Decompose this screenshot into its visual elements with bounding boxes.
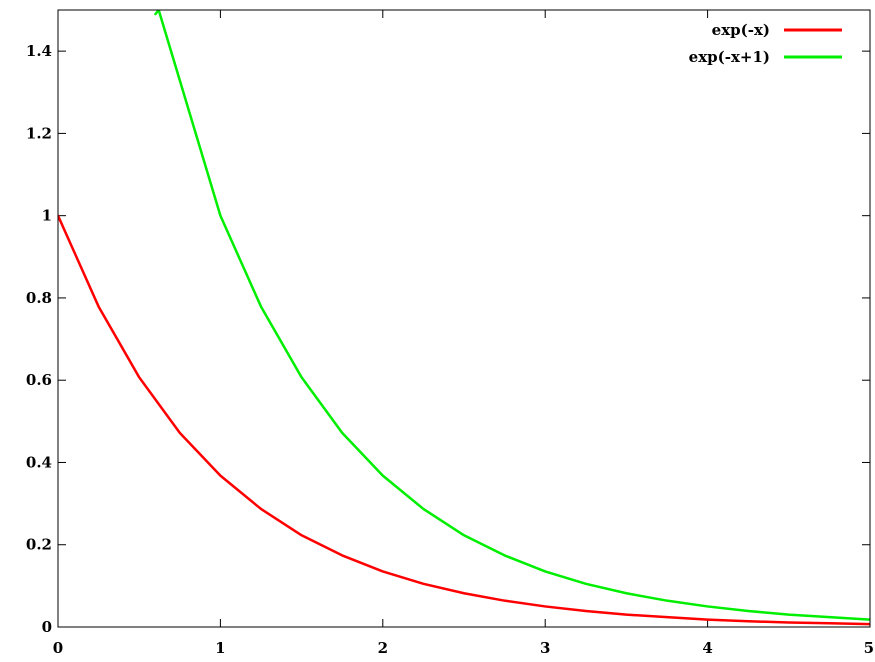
y-tick-label: 1.4 [26, 42, 52, 60]
series-line-1 [58, 214, 870, 626]
y-axis-ticks: 0 0.2 0.4 0.6 0.8 1 1.2 1.4 [26, 42, 870, 636]
x-tick-label: 3 [540, 639, 550, 657]
y-tick-label: 0.2 [26, 536, 52, 554]
series-line-2 [154, 10, 870, 621]
y-tick-label: 0 [42, 618, 52, 636]
plot-frame [57, 9, 871, 628]
legend-label: exp(-x+1) [689, 48, 770, 66]
legend: exp(-x) exp(-x+1) [689, 21, 842, 66]
x-tick-label: 1 [215, 639, 225, 657]
x-tick-label: 4 [702, 639, 712, 657]
y-tick-label: 1.2 [26, 124, 52, 142]
y-tick-label: 1 [42, 207, 52, 225]
y-tick-label: 0.8 [26, 289, 52, 307]
x-tick-label: 0 [53, 639, 63, 657]
y-tick-label: 0.4 [26, 453, 52, 471]
x-tick-label: 5 [864, 639, 874, 657]
x-axis-ticks: 0 1 2 3 4 5 [53, 10, 874, 657]
legend-label: exp(-x) [712, 21, 770, 39]
y-tick-label: 0.6 [26, 371, 52, 389]
x-tick-label: 2 [378, 639, 388, 657]
series-layer [58, 10, 870, 626]
